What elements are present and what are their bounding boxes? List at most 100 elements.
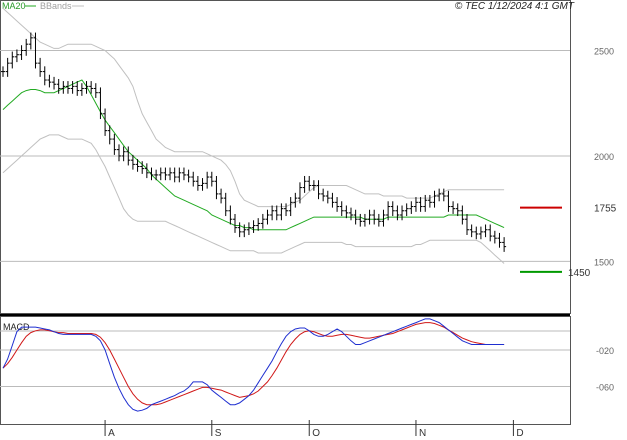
price-bar — [98, 87, 103, 120]
price-bar — [33, 32, 38, 69]
price-bar — [144, 163, 149, 179]
macd-y-tick-label: -060 — [596, 382, 614, 392]
price-bar — [325, 190, 330, 204]
price-bar — [140, 161, 145, 174]
support-level-label: 1450 — [568, 268, 591, 279]
price-bar — [335, 197, 340, 212]
x-tick-label: S — [215, 428, 222, 439]
price-bar — [19, 45, 24, 60]
price-bar — [112, 133, 117, 155]
price-bar — [200, 178, 205, 191]
price-bar — [465, 213, 469, 236]
price-bar — [427, 194, 432, 208]
price-bar — [381, 209, 386, 227]
price-bar — [93, 83, 98, 98]
price-bar — [353, 209, 358, 225]
price-bar — [65, 81, 70, 94]
macd-gridlines — [0, 330, 570, 387]
price-bar — [492, 230, 497, 244]
x-tick-label: A — [108, 428, 115, 439]
price-bar — [307, 175, 312, 191]
legend-bbands: BBands — [40, 1, 72, 11]
price-bar — [288, 197, 293, 217]
price-bar — [233, 213, 237, 233]
price-bar — [311, 180, 316, 191]
price-bar — [223, 192, 228, 217]
price-bar — [284, 203, 289, 217]
bbands-upper-line — [2, 7, 505, 208]
price-bar — [103, 108, 108, 136]
ma20-layer — [2, 79, 505, 231]
price-bar — [497, 232, 502, 248]
price-bar — [446, 190, 451, 212]
price-gridlines — [0, 50, 570, 262]
price-bar — [1, 66, 5, 77]
price-bar — [251, 220, 256, 233]
price-bar — [441, 188, 446, 202]
macd-panel-frame — [0, 316, 571, 425]
price-bar — [362, 213, 367, 227]
macd-signal-line — [2, 322, 505, 406]
price-bar — [488, 224, 493, 242]
price-bar — [219, 188, 224, 204]
price-bar — [376, 213, 381, 227]
price-bar — [418, 197, 423, 212]
price-bar — [209, 171, 214, 187]
price-bar — [330, 192, 335, 208]
price-bar — [186, 169, 191, 183]
bbands-lower-line — [2, 134, 505, 264]
resistance-level-label: 1755 — [594, 204, 617, 215]
price-bar — [455, 203, 460, 217]
price-bar — [321, 188, 326, 202]
price-bar — [432, 190, 437, 208]
price-bar — [172, 167, 177, 183]
price-bar — [349, 207, 353, 221]
macd-line — [2, 318, 505, 412]
price-bar — [483, 224, 488, 238]
price-bar — [24, 38, 29, 56]
level-markers: 1755 1450 — [520, 204, 617, 279]
price-bar — [386, 201, 391, 221]
price-bar — [84, 81, 89, 94]
price-bar — [168, 167, 173, 181]
price-bar — [260, 213, 265, 229]
price-bar — [451, 201, 456, 214]
price-y-tick-labels: 2500 2000 1500 — [594, 47, 614, 268]
price-bar — [404, 203, 409, 217]
price-bar — [121, 146, 126, 162]
price-y-tick-label: 2500 — [594, 47, 614, 57]
price-bar — [5, 57, 10, 77]
price-bar — [38, 57, 43, 77]
price-y-tick-label: 1500 — [594, 257, 614, 267]
macd-y-tick-label: -020 — [596, 346, 614, 356]
price-bar — [70, 81, 75, 94]
price-bar — [413, 197, 418, 212]
price-bar — [279, 203, 284, 221]
price-bar — [395, 205, 400, 221]
price-bar — [56, 78, 61, 94]
macd-y-tick-labels: -020 -060 — [596, 346, 614, 393]
price-bar — [135, 159, 140, 172]
price-bar — [158, 167, 163, 181]
x-tick-label: D — [516, 428, 523, 439]
price-bar — [344, 205, 349, 219]
price-bar — [358, 213, 363, 227]
price-bar — [237, 222, 242, 238]
price-bar — [195, 175, 200, 191]
x-tick-label: O — [312, 428, 320, 439]
price-bar — [256, 218, 261, 231]
price-bar — [28, 32, 33, 50]
price-bar — [437, 188, 442, 202]
price-bar — [107, 125, 112, 145]
price-bar — [205, 171, 210, 189]
legend-ma20: MA20 — [2, 1, 26, 11]
price-bar — [293, 192, 298, 208]
price-bar — [89, 81, 94, 94]
price-bar — [130, 154, 135, 170]
price-bar — [302, 175, 307, 193]
price-bar — [163, 167, 168, 181]
macd-panel-title: MACD — [3, 322, 30, 332]
price-bar — [191, 171, 196, 187]
